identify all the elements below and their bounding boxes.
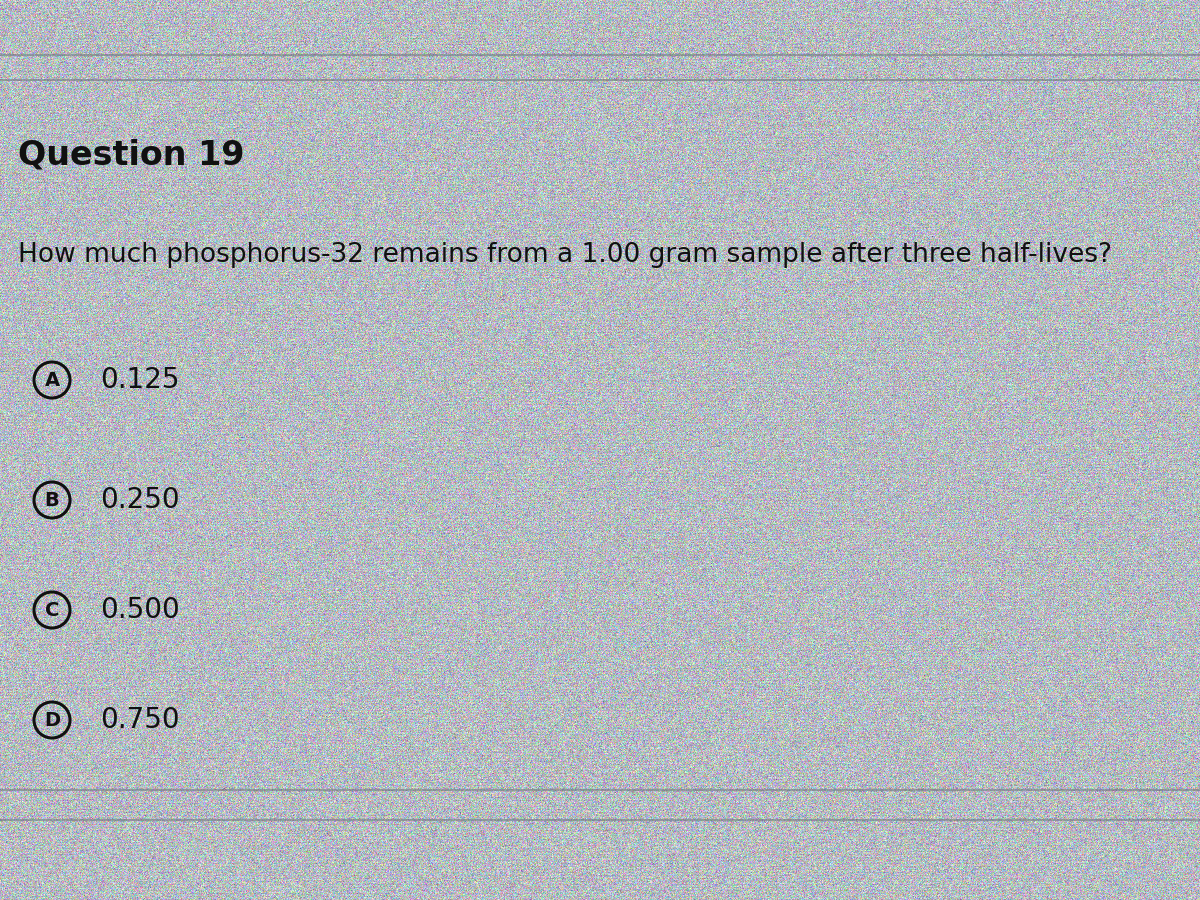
Text: Question 19: Question 19 xyxy=(18,139,245,172)
Text: How much phosphorus-32 remains from a 1.00 gram sample after three half-lives?: How much phosphorus-32 remains from a 1.… xyxy=(18,242,1112,268)
Text: 0.500: 0.500 xyxy=(100,596,180,624)
Text: 0.125: 0.125 xyxy=(100,366,180,394)
Text: 0.250: 0.250 xyxy=(100,486,180,514)
Text: C: C xyxy=(44,600,59,619)
Text: A: A xyxy=(44,371,60,390)
Text: 0.750: 0.750 xyxy=(100,706,180,734)
Text: B: B xyxy=(44,491,59,509)
Text: D: D xyxy=(44,710,60,730)
